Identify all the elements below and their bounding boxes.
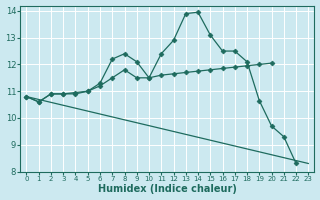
X-axis label: Humidex (Indice chaleur): Humidex (Indice chaleur) bbox=[98, 184, 237, 194]
